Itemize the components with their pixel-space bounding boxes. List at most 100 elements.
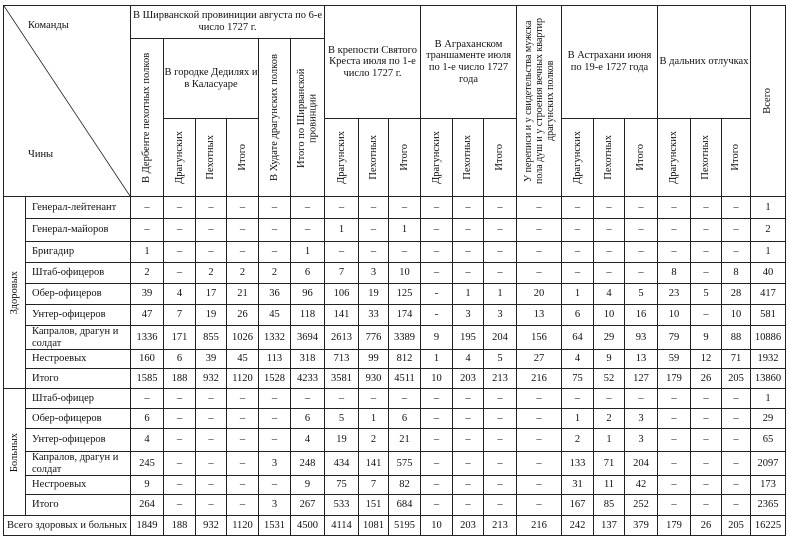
value-cell: 2 (750, 218, 786, 242)
total-cell: 10 (420, 515, 453, 536)
value-cell: 6 (388, 408, 421, 430)
astrakhan-pekhot-subheader: Пехотных (593, 118, 625, 197)
value-cell: – (721, 451, 751, 477)
value-cell: 79 (657, 324, 691, 351)
total-cell: 213 (483, 515, 517, 536)
value-cell: – (226, 428, 259, 453)
total-cell: 137 (593, 515, 625, 536)
value-cell: 318 (290, 349, 325, 370)
value-cell: 205 (721, 368, 751, 390)
value-cell: 10 (721, 304, 751, 326)
otluchki-itogo-subheader: Итого (721, 118, 751, 197)
otluchki-header: В дальних отлучках (657, 5, 751, 119)
value-cell: 21 (226, 283, 259, 305)
corner-ranks-label: Чины (28, 149, 54, 160)
value-cell: 3389 (388, 324, 421, 351)
value-cell: 10 (657, 304, 691, 326)
value-cell: 113 (258, 349, 291, 370)
value-cell: 141 (324, 304, 359, 326)
value-cell: 45 (258, 304, 291, 326)
value-cell: – (195, 196, 227, 219)
value-cell: 93 (624, 324, 658, 351)
value-cell: 1 (593, 428, 625, 453)
value-cell: – (195, 218, 227, 242)
value-cell: 930 (358, 368, 389, 390)
value-cell: – (516, 388, 562, 410)
value-cell: 151 (358, 494, 389, 517)
value-cell: 26 (226, 304, 259, 326)
total-cell: 188 (163, 515, 196, 536)
value-cell: 855 (195, 324, 227, 351)
value-cell: 7 (358, 475, 389, 496)
value-cell: 10886 (750, 324, 786, 351)
value-cell: – (657, 241, 691, 263)
value-cell: 19 (195, 304, 227, 326)
perepis-header: У переписи и у свидетельства мужска пола… (516, 5, 562, 197)
total-cell: 1081 (358, 515, 389, 536)
value-cell: – (483, 408, 517, 430)
table-row: Штаб-офицеров 2–2 2 2 6 7 3 10– – – – – – –8–8 40 (4, 262, 786, 284)
value-cell: – (624, 388, 658, 410)
value-cell: 13 (516, 304, 562, 326)
value-cell: 179 (657, 368, 691, 390)
total-cell: 242 (561, 515, 594, 536)
value-cell: 85 (593, 494, 625, 517)
value-cell: 65 (750, 428, 786, 453)
diagonal-line (4, 6, 130, 196)
value-cell: 4 (452, 349, 484, 370)
value-cell: – (561, 262, 594, 284)
value-cell: 3 (258, 451, 291, 477)
value-cell: – (258, 196, 291, 219)
value-cell: 248 (290, 451, 325, 477)
value-cell: – (690, 388, 722, 410)
value-cell: – (226, 475, 259, 496)
value-cell: – (593, 388, 625, 410)
value-cell: 2365 (750, 494, 786, 517)
value-cell: 75 (561, 368, 594, 390)
value-cell: 6 (290, 408, 325, 430)
value-cell: – (258, 475, 291, 496)
rank-label: Капралов, драгун и солдат (25, 451, 131, 477)
krest-pekhot-subheader: Пехотных (358, 118, 389, 197)
value-cell: 118 (290, 304, 325, 326)
value-cell: – (226, 494, 259, 517)
value-cell: – (452, 451, 484, 477)
value-cell: 1 (561, 283, 594, 305)
table-row: Генерал-майоров – – – – – –1–1– – – – – – – – – –2 (4, 218, 786, 242)
value-cell: 684 (388, 494, 421, 517)
table-row: Капралов, драгун и солдат 245– – –3 248 434 14… (4, 451, 786, 477)
value-cell: 9 (690, 324, 722, 351)
value-cell: 1 (750, 241, 786, 263)
value-cell: 2 (226, 262, 259, 284)
value-cell: 6 (290, 262, 325, 284)
value-cell: 45 (226, 349, 259, 370)
value-cell: 3 (624, 428, 658, 453)
value-cell: 203 (452, 368, 484, 390)
value-cell: – (690, 304, 722, 326)
value-cell: – (483, 428, 517, 453)
krest-dragun-subheader: Драгунских (324, 118, 359, 197)
value-cell: 3 (452, 304, 484, 326)
value-cell: – (516, 408, 562, 430)
table-row: Итого 1585 188 932 1120 1528 4233 3581 930 4511 10… (4, 368, 786, 390)
value-cell: – (420, 218, 453, 242)
value-cell: 2 (130, 262, 164, 284)
value-cell: 82 (388, 475, 421, 496)
value-cell: – (130, 388, 164, 410)
value-cell: 1026 (226, 324, 259, 351)
value-cell: – (690, 428, 722, 453)
value-cell: 9 (420, 324, 453, 351)
krest-header: В крепости Святого Креста июля по 1-е чи… (324, 5, 421, 119)
value-cell: 417 (750, 283, 786, 305)
value-cell: – (452, 196, 484, 219)
value-cell: 1 (561, 408, 594, 430)
value-cell: 2 (358, 428, 389, 453)
value-cell: 42 (624, 475, 658, 496)
value-cell: 12 (690, 349, 722, 370)
value-cell: 133 (561, 451, 594, 477)
value-cell: 5 (690, 283, 722, 305)
value-cell: – (483, 241, 517, 263)
value-cell: – (358, 241, 389, 263)
value-cell: – (561, 218, 594, 242)
rank-label: Итого (25, 368, 131, 390)
